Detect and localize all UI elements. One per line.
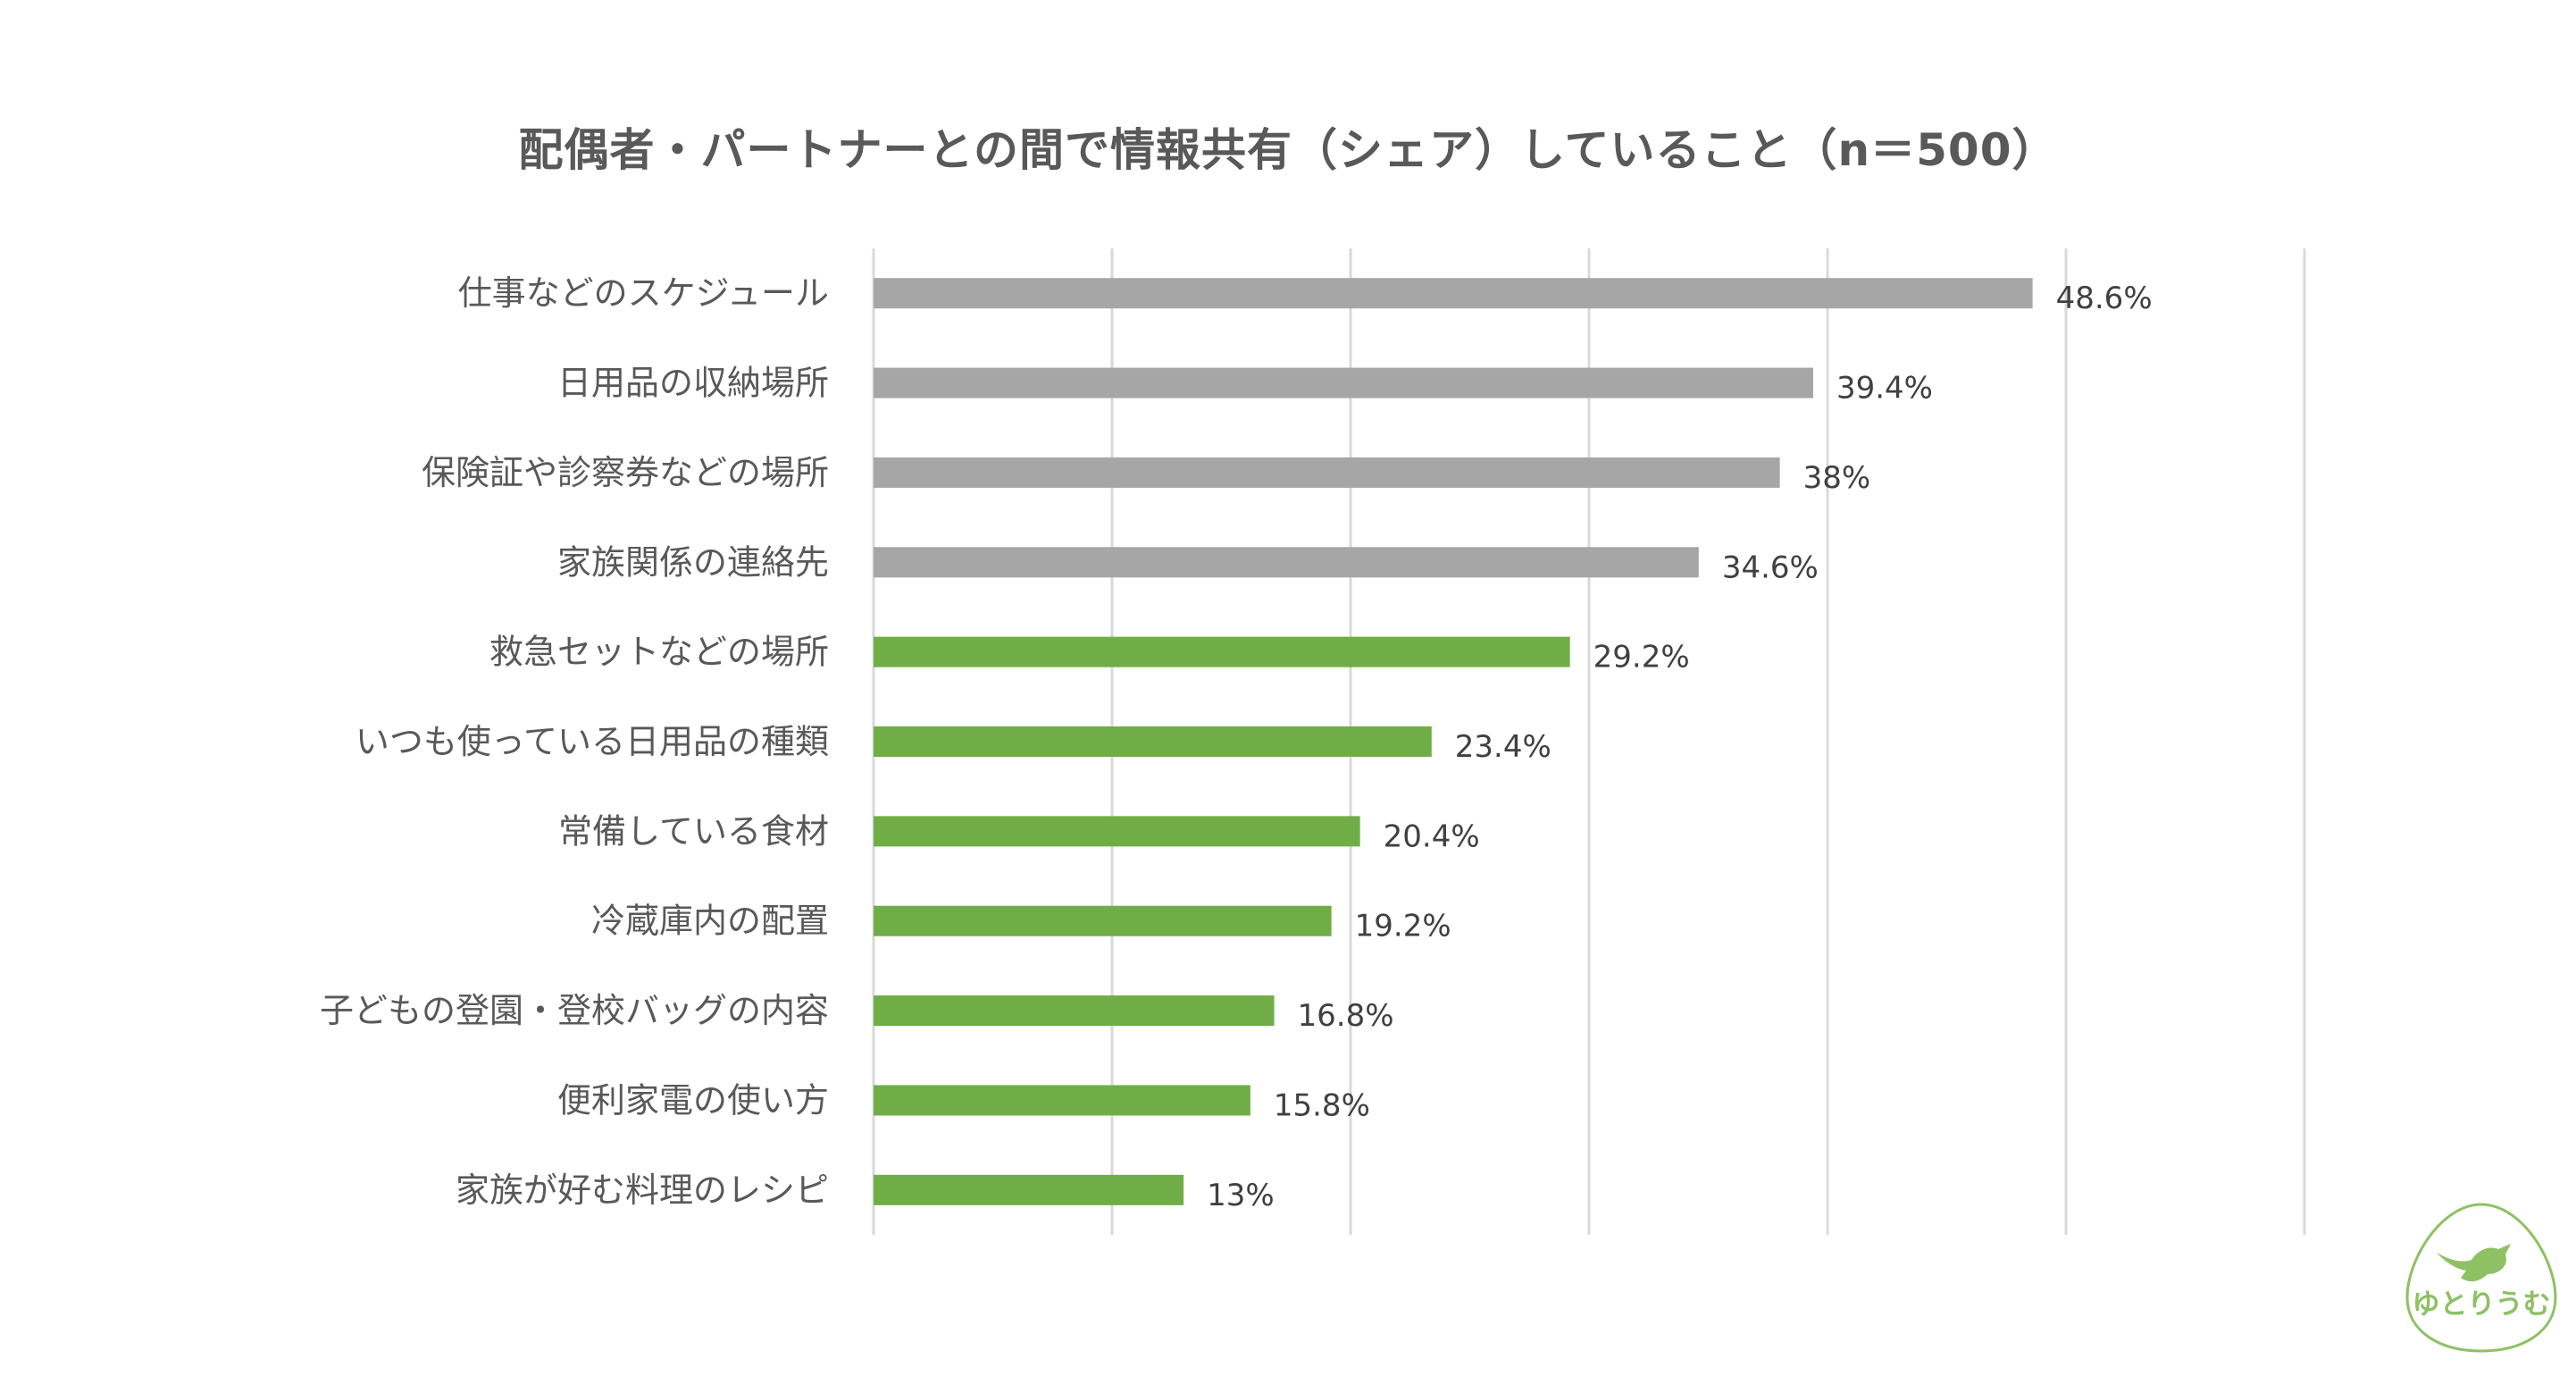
category-label: 便利家電の使い方 [557,1080,829,1120]
bar [874,726,1432,757]
category-label: 子どもの登園・登校バッグの内容 [320,991,829,1030]
data-label: 20.4% [1384,818,1480,854]
bars [874,278,2033,1205]
category-label: 救急セットなどの場所 [489,633,829,672]
egg-outline-icon [2405,1203,2557,1353]
bar [874,278,2033,309]
category-label: 保険証や診察券などの場所 [422,453,829,492]
bar [874,905,1332,936]
chart-title: 配偶者・パートナーとの間で情報共有（シェア）していること（n＝500） [518,124,2058,176]
data-label: 13% [1207,1178,1275,1213]
bird-icon [2437,1244,2511,1282]
data-label: 15.8% [1274,1087,1370,1123]
yutorium-logo: ゆとりうむ [2405,1203,2557,1353]
data-label: 23.4% [1455,729,1551,765]
bar [874,367,1813,399]
category-label: 常備している食材 [558,811,829,851]
bar [874,1085,1250,1116]
data-label: 39.4% [1836,371,1933,407]
bar [874,457,1780,488]
category-label: 冷蔵庫内の配置 [591,902,829,941]
bar [874,816,1360,847]
data-label: 34.6% [1722,550,1819,585]
category-label: いつも使っている日用品の種類 [355,722,829,761]
bar [874,995,1275,1027]
bar [874,636,1570,667]
category-label: 家族関係の連絡先 [557,542,829,582]
category-label: 家族が好む料理のレシピ [456,1171,829,1210]
category-label: 仕事などのスケジュール [458,273,829,313]
data-label: 38% [1803,460,1871,496]
value-labels: 48.6% 39.4% 38% 34.6% 29.2% 23.4% 20.4% 19.2% 16… [1207,281,2153,1213]
bar [874,547,1699,578]
data-label: 19.2% [1355,909,1451,944]
data-label: 29.2% [1593,640,1690,676]
category-labels: 仕事などのスケジュール日用品の収納場所保険証や診察券などの場所家族関係の連絡先救… [320,273,829,1210]
data-label: 48.6% [2056,281,2153,316]
category-label: 日用品の収納場所 [557,364,829,403]
bar [874,1174,1184,1205]
logo-text: ゆとりうむ [2413,1288,2551,1321]
data-label: 16.8% [1298,998,1394,1034]
